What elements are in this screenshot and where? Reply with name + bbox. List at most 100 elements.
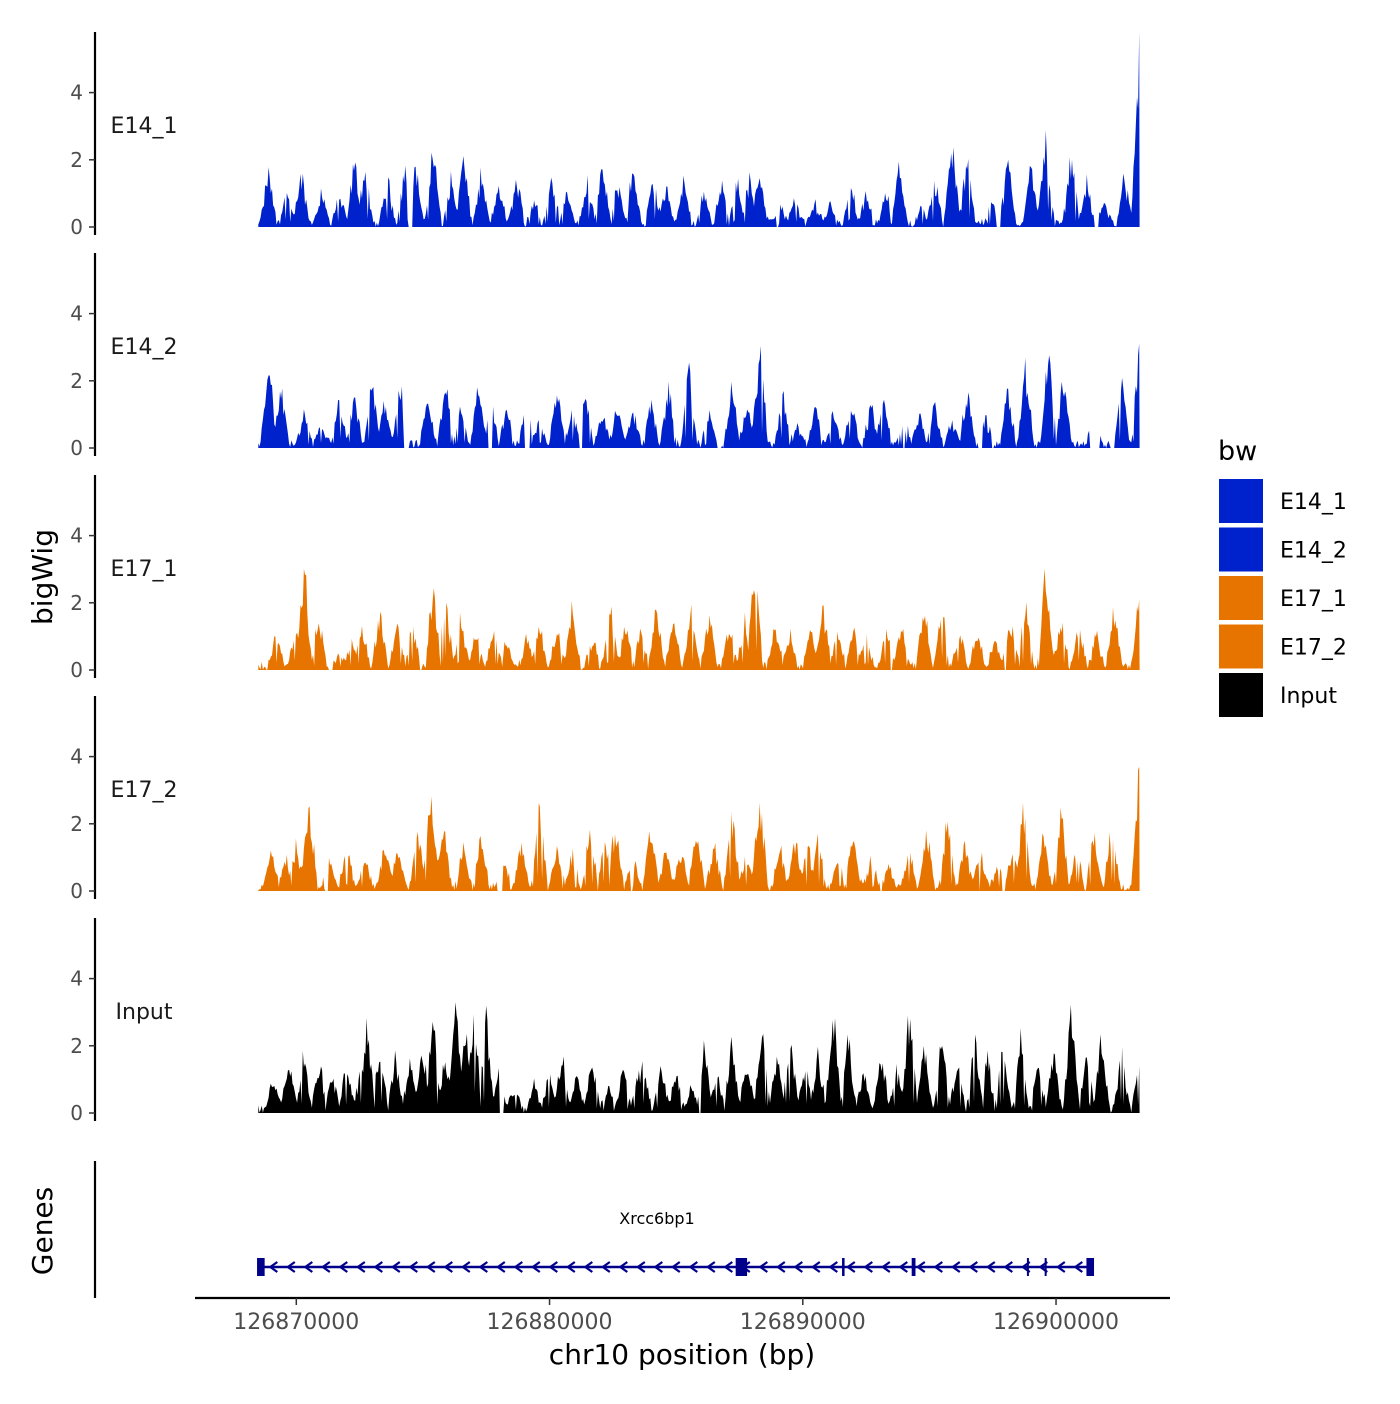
- y-tick-label: 4: [70, 967, 83, 991]
- x-axis-title: chr10 position (bp): [549, 1338, 815, 1371]
- y-tick-label: 4: [70, 745, 83, 769]
- strand-arrow: [635, 1261, 646, 1273]
- strand-arrow: [600, 1261, 611, 1273]
- track-e14-2: 0 2 4 E14_2: [70, 253, 1140, 460]
- legend-label: Input: [1280, 684, 1337, 709]
- legend-swatch: [1219, 479, 1263, 523]
- strand-arrow: [688, 1261, 698, 1273]
- track-e17-2: 0 2 4 E17_2: [70, 696, 1140, 903]
- signal-area: [258, 1002, 1140, 1113]
- y-tick-label: 0: [70, 658, 83, 682]
- strand-arrow: [810, 1261, 821, 1273]
- y-tick-label: 2: [70, 812, 83, 836]
- strand-arrow: [565, 1261, 576, 1273]
- strand-arrow: [950, 1261, 961, 1273]
- strand-arrow: [285, 1261, 296, 1273]
- legend-swatch: [1219, 673, 1263, 717]
- track-e17-1: 0 2 4 E17_1: [70, 475, 1140, 682]
- y-tick-label: 2: [70, 369, 83, 393]
- signal-area: [258, 343, 1140, 448]
- strand-arrow: [268, 1261, 278, 1273]
- track-e14-1: 0 2 4 E14_1: [70, 31, 1140, 239]
- x-tick-label: 126890000: [740, 1310, 866, 1335]
- track-label: E17_1: [111, 557, 178, 582]
- strand-arrow: [793, 1261, 803, 1273]
- legend-label: E17_1: [1280, 587, 1347, 612]
- strand-arrow: [338, 1261, 348, 1273]
- strand-arrow: [390, 1261, 401, 1273]
- signal-area: [258, 31, 1140, 227]
- strand-arrow: [460, 1261, 471, 1273]
- legend-swatch: [1219, 576, 1263, 620]
- strand-arrow: [933, 1261, 943, 1273]
- strand-arrow: [355, 1261, 366, 1273]
- gene-name-label: Xrcc6bp1: [619, 1209, 694, 1228]
- strand-arrow: [513, 1261, 523, 1273]
- legend-label: E14_1: [1280, 490, 1347, 515]
- y-tick-label: 4: [70, 81, 83, 105]
- strand-arrow: [1003, 1261, 1013, 1273]
- strand-arrow: [583, 1261, 593, 1273]
- y-tick-label: 4: [70, 302, 83, 326]
- gene-exon: [1044, 1258, 1047, 1276]
- legend-label: E14_2: [1280, 539, 1347, 564]
- x-tick-label: 126870000: [233, 1310, 359, 1335]
- gene-exon: [842, 1258, 845, 1276]
- strand-arrow: [1055, 1261, 1066, 1273]
- strand-arrow: [705, 1261, 716, 1273]
- signal-area: [258, 568, 1140, 670]
- y-tick-label: 0: [70, 879, 83, 903]
- genes-layer: Xrcc6bp1: [93, 1161, 1095, 1298]
- genes-axis-title: Genes: [26, 1187, 59, 1275]
- tracks-layer: 0 2 4 E14_1 0 2 4 E14_2 0 2 4 E17_1 0 2 4 E17_2 0 2 4 Input: [70, 31, 1140, 1125]
- strand-arrow: [775, 1261, 786, 1273]
- strand-arrow: [670, 1261, 681, 1273]
- strand-arrow: [548, 1261, 558, 1273]
- y-tick-label: 2: [70, 148, 83, 172]
- track-label: E14_1: [111, 114, 178, 139]
- track-label: Input: [116, 1000, 173, 1025]
- y-tick-label: 2: [70, 591, 83, 615]
- strand-arrow: [373, 1261, 383, 1273]
- gene-exon: [1086, 1258, 1095, 1276]
- legend: bw E14_1 E14_2 E17_1 E17_2 Input: [1218, 436, 1347, 717]
- gene-exon: [1026, 1258, 1029, 1276]
- strand-arrow: [425, 1261, 436, 1273]
- x-tick-label: 126880000: [487, 1310, 613, 1335]
- legend-title: bw: [1218, 436, 1257, 467]
- strand-arrow: [1073, 1261, 1083, 1273]
- strand-arrow: [478, 1261, 488, 1273]
- gene-exon: [257, 1258, 265, 1276]
- strand-arrow: [828, 1261, 838, 1273]
- y-tick-label: 0: [70, 436, 83, 460]
- strand-arrow: [443, 1261, 453, 1273]
- signal-area: [258, 766, 1140, 891]
- strand-arrow: [653, 1261, 663, 1273]
- strand-arrow: [303, 1261, 313, 1273]
- strand-arrow: [915, 1261, 926, 1273]
- strand-arrow: [880, 1261, 891, 1273]
- y-tick-label: 4: [70, 524, 83, 548]
- x-tick-label: 126900000: [993, 1310, 1119, 1335]
- y-axis-title: bigWig: [26, 529, 59, 625]
- strand-arrow: [985, 1261, 996, 1273]
- strand-arrow: [968, 1261, 978, 1273]
- y-tick-label: 0: [70, 1101, 83, 1125]
- strand-arrow: [530, 1261, 541, 1273]
- legend-label: E17_2: [1280, 636, 1347, 661]
- strand-arrow: [758, 1261, 768, 1273]
- strand-arrow: [898, 1261, 908, 1273]
- strand-arrow: [845, 1261, 856, 1273]
- track-label: E17_2: [111, 778, 178, 803]
- track-input: 0 2 4 Input: [70, 918, 1140, 1125]
- y-tick-label: 2: [70, 1034, 83, 1058]
- y-tick-label: 0: [70, 215, 83, 239]
- x-axis: 126870000 126880000 126890000 126900000: [195, 1296, 1170, 1335]
- strand-arrow: [320, 1261, 331, 1273]
- legend-swatch: [1219, 527, 1263, 572]
- strand-arrow: [495, 1261, 506, 1273]
- track-label: E14_2: [111, 335, 178, 360]
- legend-swatch: [1219, 624, 1263, 669]
